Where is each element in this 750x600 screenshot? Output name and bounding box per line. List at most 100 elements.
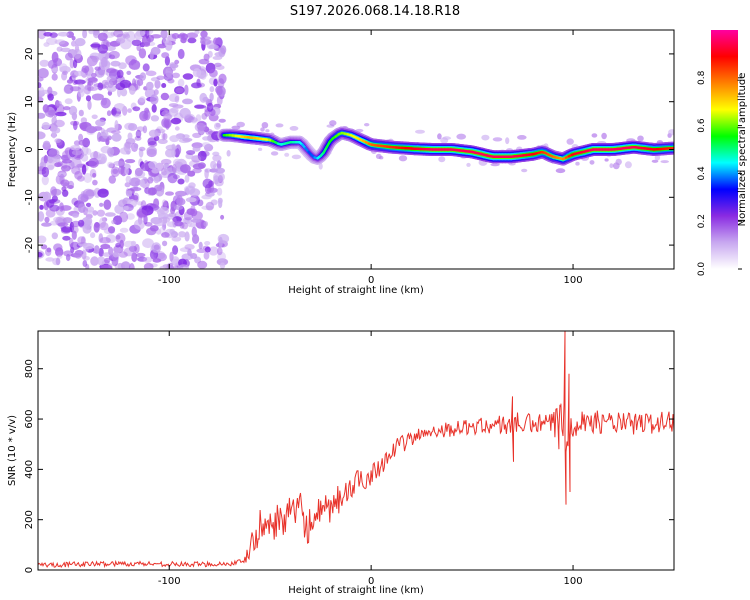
noise-blob <box>77 236 86 245</box>
x-tick-label: -100 <box>158 275 181 286</box>
noise-blob <box>134 219 145 230</box>
colorbar: 0.0 0.2 0.4 0.6 0.8 Normalized spectral ampl… <box>697 30 748 276</box>
ridge-halo <box>438 156 446 163</box>
noise-blob <box>81 164 87 175</box>
noise-blob <box>93 222 100 233</box>
noise-blob <box>95 68 105 78</box>
noise-blob <box>183 185 196 195</box>
noise-blob <box>74 170 83 180</box>
noise-blob <box>215 122 221 128</box>
noise-blob <box>44 216 50 223</box>
noise-blob <box>186 32 198 39</box>
noise-blob <box>62 106 71 111</box>
noise-blob <box>216 160 222 169</box>
y-tick-label: 20 <box>24 48 35 61</box>
noise-blob <box>118 251 128 258</box>
noise-blob <box>85 125 97 134</box>
ridge-halo <box>442 136 452 140</box>
x-tick-label: 100 <box>564 576 583 587</box>
noise-blob <box>74 79 86 85</box>
noise-blob <box>126 213 135 220</box>
noise-blob <box>159 206 170 215</box>
noise-blob <box>159 265 167 269</box>
ridge-halo <box>601 132 607 140</box>
noise-blob <box>174 59 180 65</box>
noise-blob <box>175 190 187 197</box>
noise-blob <box>126 150 131 155</box>
noise-blob <box>39 204 44 210</box>
noise-blob <box>46 159 56 171</box>
ridge-halo <box>329 120 337 126</box>
noise-blob <box>179 107 191 119</box>
noise-blob <box>110 166 120 178</box>
noise-blob <box>153 175 160 184</box>
noise-blob <box>139 72 147 81</box>
spectrogram-heatmap <box>38 30 674 269</box>
noise-blob <box>62 70 68 76</box>
noise-blob <box>60 165 71 172</box>
x-tick-label: 100 <box>564 275 583 286</box>
noise-blob <box>38 68 49 79</box>
colorbar-tick-label: 0.6 <box>697 118 707 133</box>
noise-blob <box>174 220 184 227</box>
noise-blob <box>217 247 223 256</box>
noise-blob <box>107 226 116 234</box>
noise-blob <box>41 122 51 130</box>
noise-blob <box>153 219 165 227</box>
ridge-halo <box>481 134 490 141</box>
noise-blob <box>161 110 170 117</box>
noise-blob <box>172 163 177 174</box>
noise-blob <box>194 104 207 109</box>
noise-blob <box>135 252 146 258</box>
noise-blob <box>106 68 116 74</box>
noise-blob <box>213 78 218 87</box>
noise-blob <box>173 205 184 211</box>
colorbar-ticks: 0.0 0.2 0.4 0.6 0.8 <box>697 70 742 276</box>
noise-blob <box>215 65 225 70</box>
noise-blob <box>152 258 162 263</box>
noise-blob <box>106 127 118 133</box>
noise-blob <box>96 256 106 266</box>
noise-blob <box>72 213 79 218</box>
noise-blob <box>204 143 214 152</box>
noise-blob <box>113 103 126 112</box>
colorbar-label: Normalized spectral amplitude <box>737 73 748 227</box>
noise-blob <box>51 130 57 139</box>
noise-blob <box>187 170 196 177</box>
noise-blob <box>167 172 178 184</box>
noise-blob <box>129 187 142 192</box>
colorbar-tick-label: 0.0 <box>697 262 707 277</box>
noise-blob <box>71 165 81 175</box>
noise-blob <box>46 247 52 253</box>
noise-blob <box>38 252 43 258</box>
noise-blob <box>195 114 202 122</box>
noise-blob <box>96 209 105 217</box>
noise-blob <box>170 117 182 125</box>
y-tick-label: -20 <box>24 237 35 253</box>
noise-blob <box>99 217 106 229</box>
noise-blob <box>185 197 197 203</box>
noise-blob <box>62 235 71 241</box>
noise-blob <box>100 56 108 68</box>
noise-blob <box>203 251 210 260</box>
noise-blob <box>136 44 141 52</box>
noise-blob <box>97 32 108 42</box>
noise-blob <box>169 63 179 69</box>
noise-blob <box>127 108 132 113</box>
noise-blob <box>98 59 111 71</box>
noise-blob <box>149 225 159 232</box>
noise-blob <box>94 245 100 254</box>
noise-blob <box>125 175 132 184</box>
ridge-halo <box>517 135 527 140</box>
ridge-halo <box>604 158 609 162</box>
ridge-halo <box>437 133 442 140</box>
noise-blob <box>107 81 114 89</box>
noise-blob <box>174 126 180 131</box>
ridge-halo <box>624 161 632 169</box>
ridge-halo <box>651 159 659 163</box>
noise-blob <box>55 257 61 266</box>
noise-blob <box>170 107 179 114</box>
ridge-halo <box>490 163 500 167</box>
noise-blob <box>80 153 89 162</box>
noise-blob <box>104 81 109 89</box>
